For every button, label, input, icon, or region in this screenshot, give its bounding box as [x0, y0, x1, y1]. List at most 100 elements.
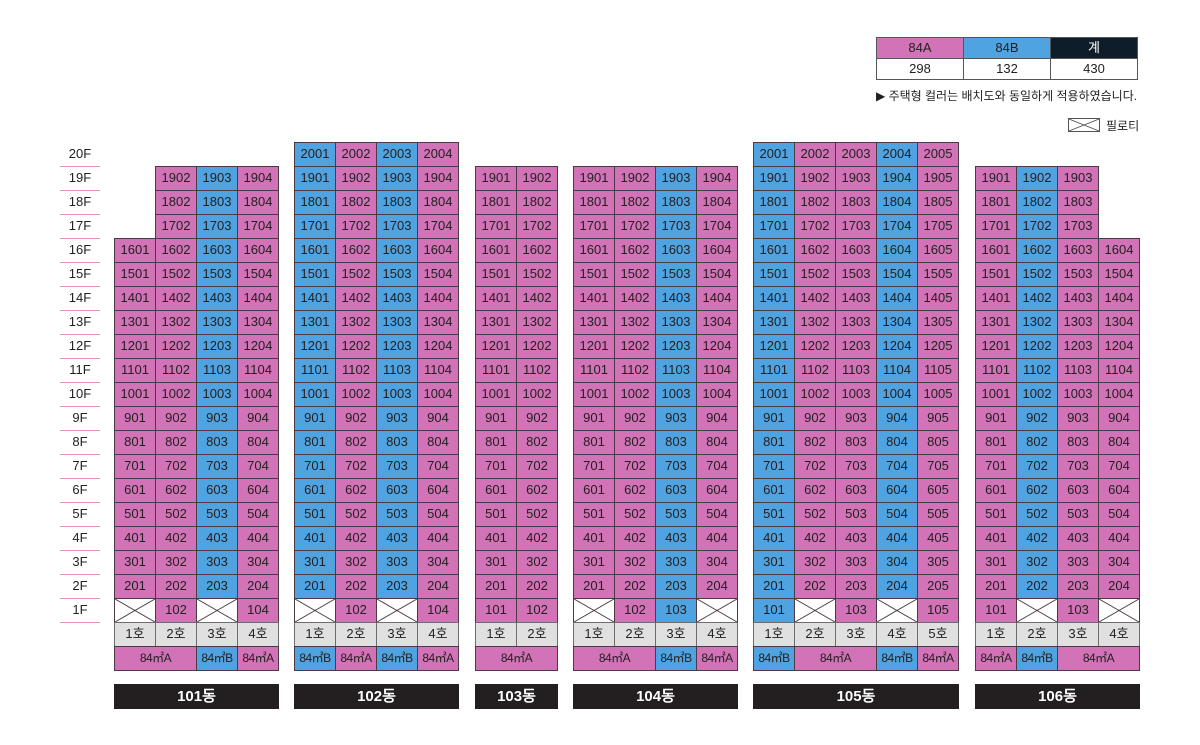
unit-cell: 1101: [475, 358, 517, 383]
unit-cell: 302: [614, 550, 656, 575]
piloti-cell: [376, 598, 418, 623]
unit-cell: 1003: [1057, 382, 1099, 407]
ho-label: 1호: [475, 622, 517, 647]
unit-cell: 1204: [1098, 334, 1140, 359]
unit-cell: 502: [335, 502, 377, 527]
ho-label: 5호: [917, 622, 959, 647]
piloti-cell: [196, 598, 238, 623]
unit-cell: 702: [614, 454, 656, 479]
unit-cell: 1902: [335, 166, 377, 191]
unit-cell: 1202: [1016, 334, 1058, 359]
unit-cell: 1102: [1016, 358, 1058, 383]
unit-cell: 1502: [516, 262, 558, 287]
unit-cell: 1802: [1016, 190, 1058, 215]
unit-cell: 1904: [876, 166, 918, 191]
unit-cell: 1503: [196, 262, 238, 287]
unit-cell: 704: [237, 454, 279, 479]
unit-cell: 202: [614, 574, 656, 599]
building-name: 101동: [114, 684, 279, 709]
unit-cell: 403: [835, 526, 877, 551]
unit-cell: 505: [917, 502, 959, 527]
unit-cell: 504: [417, 502, 459, 527]
unit-cell: 901: [573, 406, 615, 431]
unit-cell: 503: [196, 502, 238, 527]
unit-cell: 904: [696, 406, 738, 431]
unit-cell: 1502: [335, 262, 377, 287]
unit-cell: 402: [794, 526, 836, 551]
unit-cell: 203: [1057, 574, 1099, 599]
building-name: 102동: [294, 684, 459, 709]
unit-cell: 1302: [614, 310, 656, 335]
unit-cell: 401: [114, 526, 156, 551]
legend-table: 84A 84B 계 298 132 430: [876, 37, 1138, 80]
unit-cell: 1603: [835, 238, 877, 263]
ho-label: 4호: [237, 622, 279, 647]
unit-cell: 702: [794, 454, 836, 479]
unit-cell: 804: [237, 430, 279, 455]
house-type-label: 84㎡B: [376, 646, 418, 671]
unit-cell: 1904: [696, 166, 738, 191]
unit-cell: 903: [196, 406, 238, 431]
ho-label: 2호: [1016, 622, 1058, 647]
unit-cell: 1703: [1057, 214, 1099, 239]
house-type-label: 84㎡A: [417, 646, 459, 671]
unit-cell: 803: [1057, 430, 1099, 455]
unit-cell: 1403: [196, 286, 238, 311]
unit-cell: 601: [475, 478, 517, 503]
unit-cell: 303: [835, 550, 877, 575]
unit-cell: 1401: [975, 286, 1017, 311]
ho-label: 4호: [417, 622, 459, 647]
legend-84b-count: 132: [963, 58, 1051, 80]
unit-cell: 803: [655, 430, 697, 455]
unit-cell: 504: [237, 502, 279, 527]
floor-label-10f: 10F: [60, 382, 100, 407]
unit-cell: 804: [417, 430, 459, 455]
unit-cell: 1402: [1016, 286, 1058, 311]
unit-cell: 204: [1098, 574, 1140, 599]
unit-cell: 305: [917, 550, 959, 575]
unit-cell: 1401: [114, 286, 156, 311]
unit-cell: 204: [696, 574, 738, 599]
unit-cell: 302: [335, 550, 377, 575]
unit-cell: 1304: [417, 310, 459, 335]
unit-cell: 1004: [1098, 382, 1140, 407]
floor-label-11f: 11F: [60, 358, 100, 383]
unit-cell: 1601: [475, 238, 517, 263]
unit-cell: 1602: [794, 238, 836, 263]
unit-cell: 2005: [917, 142, 959, 167]
unit-cell: 1902: [614, 166, 656, 191]
unit-cell: 1802: [155, 190, 197, 215]
unit-cell: 1502: [794, 262, 836, 287]
legend-84a-count: 298: [876, 58, 964, 80]
unit-cell: 1303: [835, 310, 877, 335]
unit-cell: 204: [417, 574, 459, 599]
unit-cell: 1103: [655, 358, 697, 383]
unit-cell: 1004: [696, 382, 738, 407]
unit-cell: 703: [835, 454, 877, 479]
piloti-cell: [696, 598, 738, 623]
unit-cell: 604: [417, 478, 459, 503]
unit-cell: 302: [794, 550, 836, 575]
unit-cell: 1402: [335, 286, 377, 311]
unit-cell: 401: [475, 526, 517, 551]
unit-cell: 1404: [237, 286, 279, 311]
floor-label-12f: 12F: [60, 334, 100, 359]
ho-label: 1호: [753, 622, 795, 647]
unit-cell: 1402: [155, 286, 197, 311]
unit-cell: 1303: [376, 310, 418, 335]
unit-cell: 1204: [876, 334, 918, 359]
unit-cell: 102: [155, 598, 197, 623]
unit-cell: 1001: [753, 382, 795, 407]
floor-label-4f: 4F: [60, 526, 100, 551]
unit-cell: 705: [917, 454, 959, 479]
unit-cell: 702: [1016, 454, 1058, 479]
unit-cell: 1504: [1098, 262, 1140, 287]
unit-cell: 501: [753, 502, 795, 527]
unit-cell: 701: [975, 454, 1017, 479]
unit-cell: 1804: [237, 190, 279, 215]
ho-label: 2호: [155, 622, 197, 647]
unit-cell: 1301: [294, 310, 336, 335]
unit-cell: 1303: [196, 310, 238, 335]
unit-cell: 1301: [475, 310, 517, 335]
unit-cell: 1201: [475, 334, 517, 359]
